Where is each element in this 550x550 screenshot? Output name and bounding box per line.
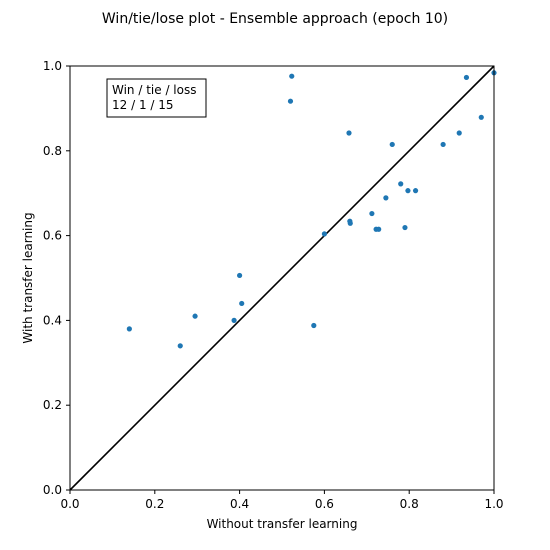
x-axis-ticks: 0.0 0.2 0.4 0.6 0.8 1.0 [60,490,504,511]
diagonal-line [69,65,495,491]
y-tick-label: 1.0 [43,59,62,73]
x-tick-label: 0.8 [400,497,419,511]
data-point [231,317,237,323]
data-point [239,300,245,307]
annotation-line-2: 12 / 1 / 15 [112,98,174,112]
plot-area [69,65,497,491]
y-axis-label: With transfer learning [21,212,35,343]
x-tick-label: 0.4 [230,497,249,511]
data-point [289,73,295,79]
data-point [177,343,183,349]
x-tick-label: 0.2 [145,497,164,511]
data-point [478,114,484,120]
annotation-line-1: Win / tie / loss [112,83,197,97]
data-point [463,74,470,81]
data-point [126,326,132,332]
y-tick-label: 0.6 [43,229,62,243]
stats-annotation: Win / tie / loss 12 / 1 / 15 [106,78,207,118]
data-point [346,130,352,136]
data-point [383,195,389,201]
data-point [456,130,462,136]
x-tick-label: 1.0 [484,497,503,511]
data-point [287,98,294,104]
y-tick-label: 0.8 [43,144,62,158]
data-point [412,188,419,194]
data-point [369,210,375,217]
data-point [311,322,317,329]
data-point [347,220,353,226]
y-tick-label: 0.2 [43,398,62,412]
data-point [398,181,404,187]
x-axis-label: Without transfer learning [207,517,358,531]
x-tick-label: 0.6 [315,497,334,511]
annotation-box [106,78,207,118]
data-point [402,224,408,231]
data-point [389,141,395,148]
y-tick-label: 0.4 [43,313,62,327]
y-tick-label: 0.0 [43,483,62,497]
chart-title: Win/tie/lose plot - Ensemble approach (e… [102,11,448,27]
data-point [192,313,198,319]
plot-frame [69,65,495,491]
data-point [321,231,327,237]
x-tick-label: 0.0 [60,497,79,511]
data-point [237,272,243,279]
points-group [126,70,497,349]
y-axis-ticks: 0.0 0.2 0.4 0.6 0.8 1.0 [43,59,70,497]
data-point [440,141,446,148]
data-point [405,188,411,194]
data-point [376,226,382,232]
